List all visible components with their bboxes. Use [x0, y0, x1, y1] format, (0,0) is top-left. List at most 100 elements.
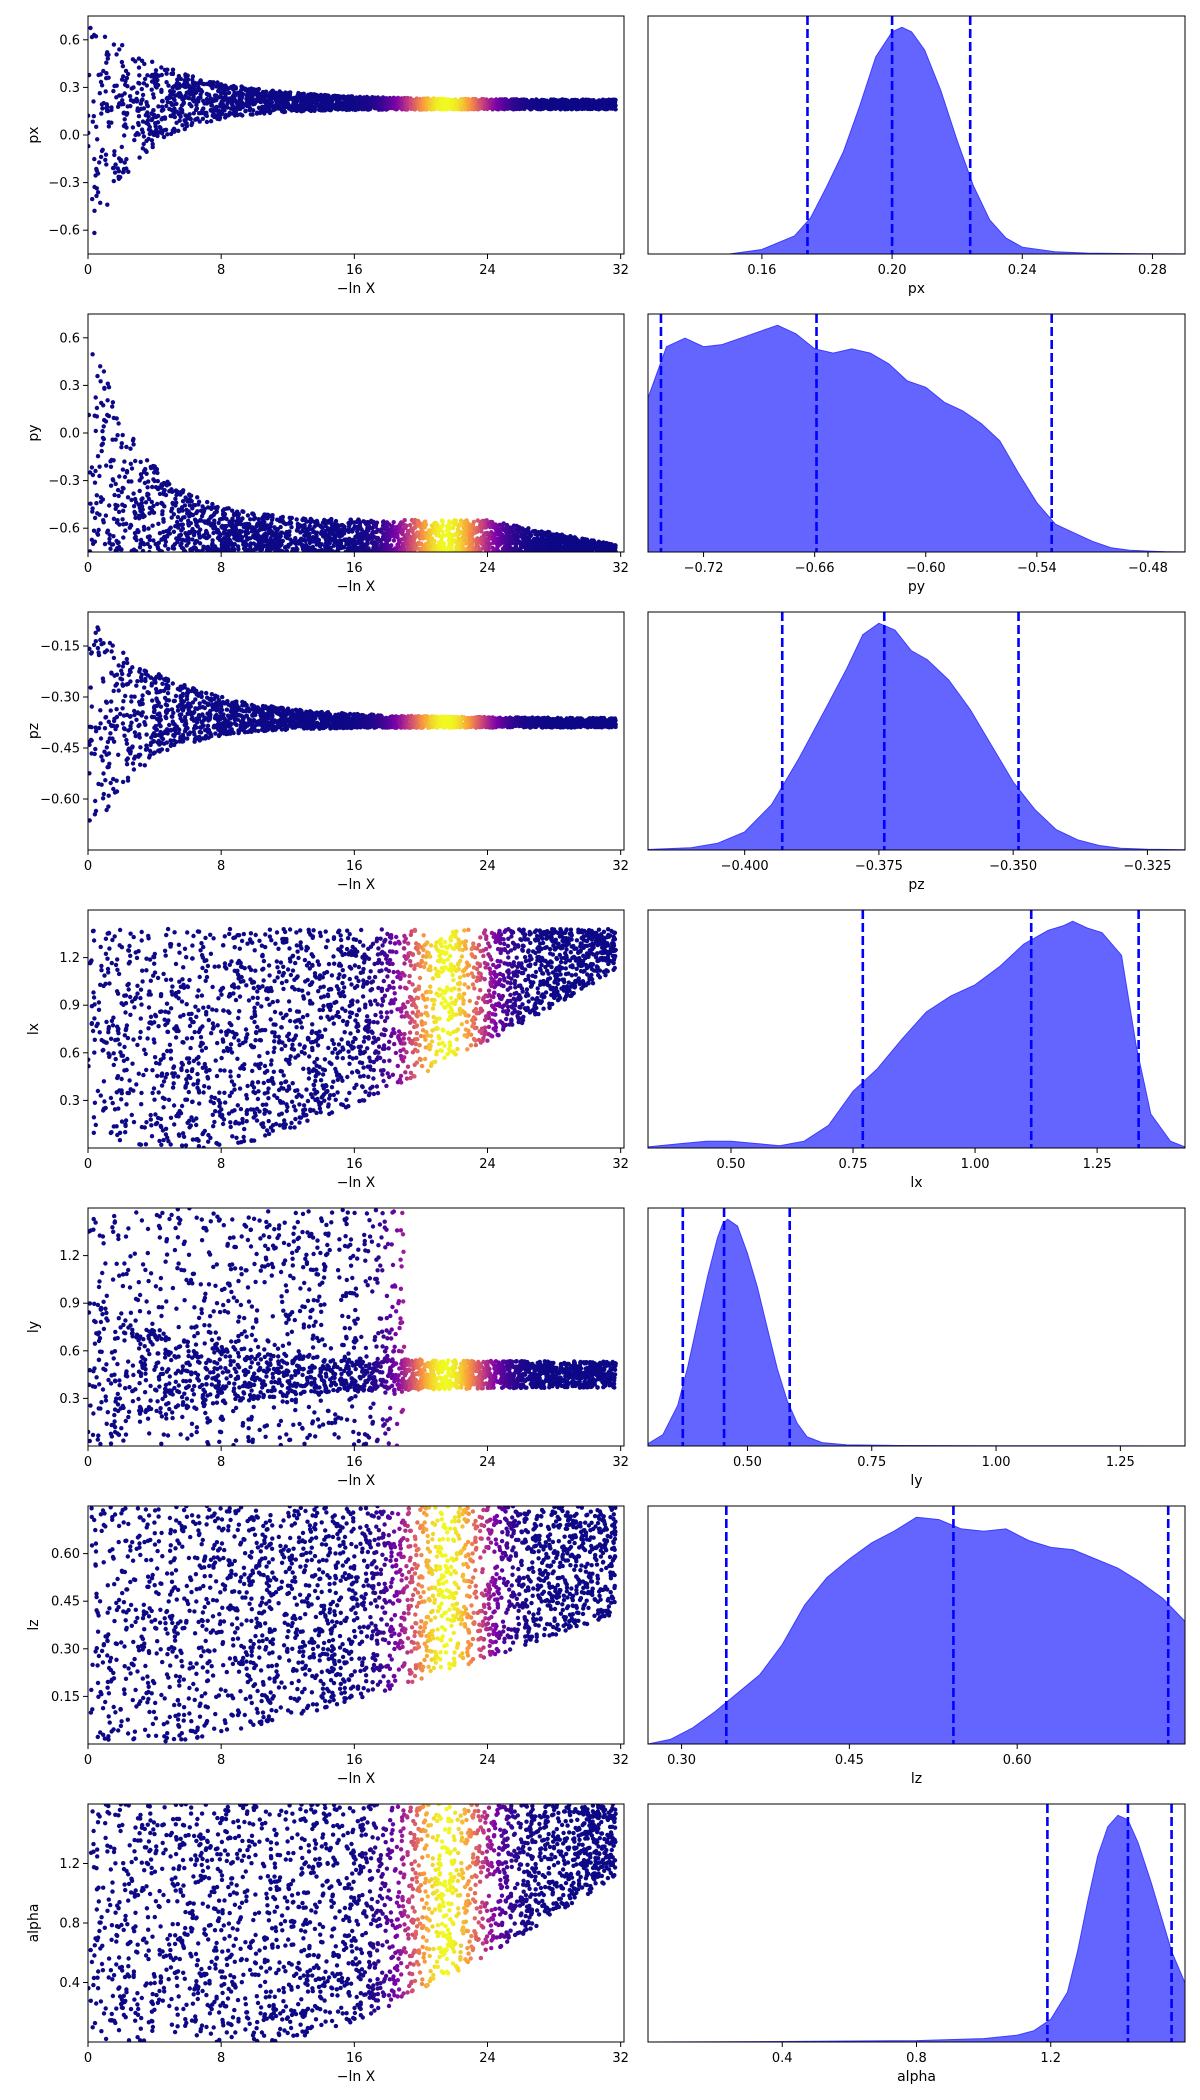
trace-point: [101, 403, 106, 408]
trace-point: [112, 170, 118, 175]
trace-point: [101, 424, 106, 429]
trace-point: [111, 88, 116, 94]
trace-point: [306, 527, 312, 532]
trace-point: [99, 83, 105, 88]
trace-point: [157, 491, 163, 497]
trace-point: [128, 461, 133, 466]
trace-point: [176, 128, 181, 133]
trace-point: [129, 497, 134, 503]
trace-point: [210, 85, 215, 91]
trace-point: [124, 521, 129, 526]
y-tick-label: −0.3: [48, 176, 80, 191]
trace-point: [307, 523, 312, 529]
trace-point: [146, 492, 151, 497]
trace-point: [197, 541, 203, 546]
trace-point: [200, 116, 206, 122]
trace-point: [104, 162, 109, 167]
trace-point: [140, 548, 146, 552]
trace-point: [190, 526, 195, 532]
trace-point: [130, 125, 136, 130]
trace-point: [131, 436, 136, 442]
trace-point: [123, 68, 129, 74]
trace-point: [163, 539, 168, 544]
trace-point: [135, 90, 140, 96]
trace-point: [171, 529, 177, 534]
trace-point: [196, 549, 202, 552]
trace-point: [201, 106, 206, 111]
trace-point: [120, 432, 125, 438]
trace-point: [177, 118, 182, 123]
y-axis-label: px: [26, 126, 42, 143]
trace-point: [171, 546, 177, 551]
trace-point: [225, 105, 230, 110]
trace-point: [97, 160, 102, 165]
trace-point: [182, 515, 187, 520]
trace-point: [173, 496, 178, 501]
trace-point: [126, 169, 131, 174]
trace-point: [329, 516, 334, 522]
trace-point: [161, 107, 166, 112]
trace-point: [142, 542, 147, 547]
trace-point: [115, 503, 120, 508]
trace-panel-py: 0 8 16 24 32−0.6−0.30.00.30.6−ln Xpy: [26, 313, 629, 595]
trace-point: [251, 108, 256, 113]
trace-point: [98, 72, 103, 77]
trace-point: [174, 120, 179, 126]
trace-point: [262, 111, 267, 116]
trace-point: [94, 414, 100, 419]
trace-point: [232, 547, 237, 552]
x-tick-label: 0: [84, 263, 92, 278]
trace-point: [234, 527, 239, 533]
trace-point: [118, 157, 124, 163]
trace-point: [105, 528, 111, 533]
trace-point: [107, 503, 112, 508]
y-tick-label: −0.6: [48, 224, 80, 239]
trace-point: [190, 74, 196, 79]
trace-point: [155, 120, 161, 125]
trace-point: [169, 489, 175, 494]
trace-point: [204, 531, 210, 536]
trace-point: [165, 67, 170, 72]
trace-point: [117, 522, 122, 527]
trace-point: [226, 90, 232, 96]
trace-point: [139, 475, 144, 480]
trace-point: [154, 467, 160, 472]
trace-point: [146, 136, 151, 142]
trace-point: [264, 89, 269, 95]
trace-point: [146, 526, 151, 531]
trace-point: [443, 106, 449, 111]
trace-point: [236, 547, 241, 552]
trace-point: [163, 127, 169, 132]
trace-point: [333, 538, 339, 543]
trace-point: [137, 73, 142, 78]
trace-point: [280, 514, 285, 520]
trace-point: [88, 144, 91, 149]
trace-point: [105, 104, 110, 110]
trace-point: [91, 528, 97, 533]
trace-point: [108, 546, 113, 551]
trace-point: [224, 523, 229, 529]
trace-point: [226, 506, 231, 511]
trace-point: [99, 448, 104, 454]
trace-point: [110, 400, 116, 405]
trace-point: [153, 68, 159, 73]
trace-point: [124, 157, 129, 162]
trace-point: [287, 104, 293, 109]
trace-point: [215, 504, 220, 510]
trace-point: [146, 479, 151, 484]
trace-point: [105, 398, 110, 403]
trace-point: [106, 75, 111, 80]
trace-point: [102, 541, 108, 547]
trace-point: [128, 103, 133, 109]
x-axis-label: px: [908, 281, 925, 297]
trace-point: [102, 34, 108, 39]
trace-point: [100, 429, 105, 434]
trace-point: [151, 538, 156, 543]
trace-point: [90, 472, 96, 478]
trace-point: [162, 504, 167, 509]
trace-point: [140, 97, 145, 102]
trace-point: [91, 99, 96, 104]
trace-point: [191, 94, 196, 100]
trace-point: [103, 513, 109, 518]
trace-point: [144, 149, 149, 154]
